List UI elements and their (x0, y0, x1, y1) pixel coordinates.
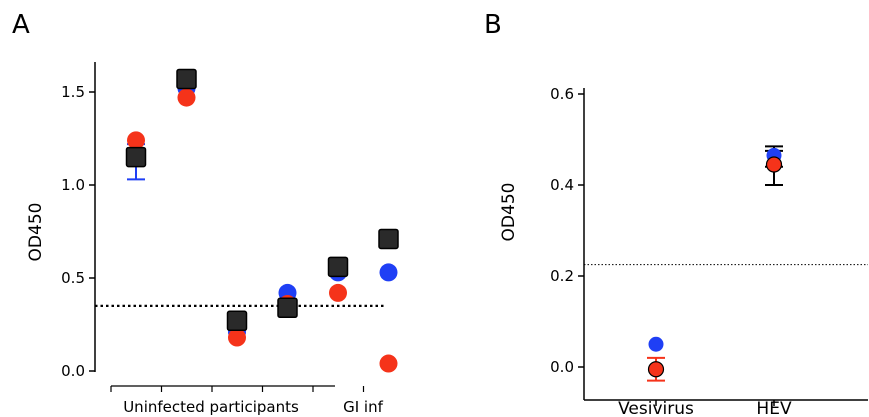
panel-b-ytick-label: 0.6 (550, 85, 574, 103)
panel-a-group-label: GI inf (343, 398, 383, 416)
panel-a-point-red (127, 131, 145, 150)
panel-a-point-black (226, 310, 248, 332)
panel-b-point-red (765, 156, 783, 173)
panel-a-ytick-label: 1.0 (61, 176, 85, 194)
panel-a-point-black (176, 68, 197, 90)
panel-b-letter: B (484, 10, 502, 40)
panel-a-letter: A (12, 10, 30, 40)
panel-b-point-blue (648, 336, 664, 352)
panel-a-point-black (327, 256, 349, 278)
panel-b-point-red (647, 361, 665, 378)
panel-a-point-red (228, 328, 246, 347)
panel-a-point-red (379, 354, 398, 373)
panel-a-point-black (378, 228, 399, 250)
panel-a-chart: 0.0 0.5 1.0 1.5 Uninfected participants GI in… (61, 62, 399, 416)
panel-a-point-black (125, 146, 147, 168)
panel-a-ylabel: OD450 (26, 203, 46, 262)
panel-a-group-label: Uninfected participants (123, 398, 299, 416)
panel-a-point-red (177, 88, 196, 107)
panel-a-ytick-label: 1.5 (61, 83, 85, 101)
panel-a-ytick-label: 0.0 (61, 362, 85, 380)
panel-b-category-label: HEV (756, 399, 792, 417)
panel-b-ytick-label: 0.0 (550, 358, 574, 376)
panel-b-ylabel: OD450 (499, 183, 519, 242)
panel-b-ytick-label: 0.2 (550, 267, 574, 285)
panel-b-category-label: Vesivirus (618, 399, 694, 417)
panel-a-ytick-label: 0.5 (61, 269, 85, 287)
panel-a-point-blue (379, 263, 398, 282)
panel-a-point-black (277, 297, 298, 319)
panel-a-point-red (329, 283, 347, 302)
panel-b-ytick-label: 0.4 (550, 176, 574, 194)
panel-b-chart: 0.0 0.2 0.4 0.6 Vesivirus HEV (550, 85, 868, 417)
